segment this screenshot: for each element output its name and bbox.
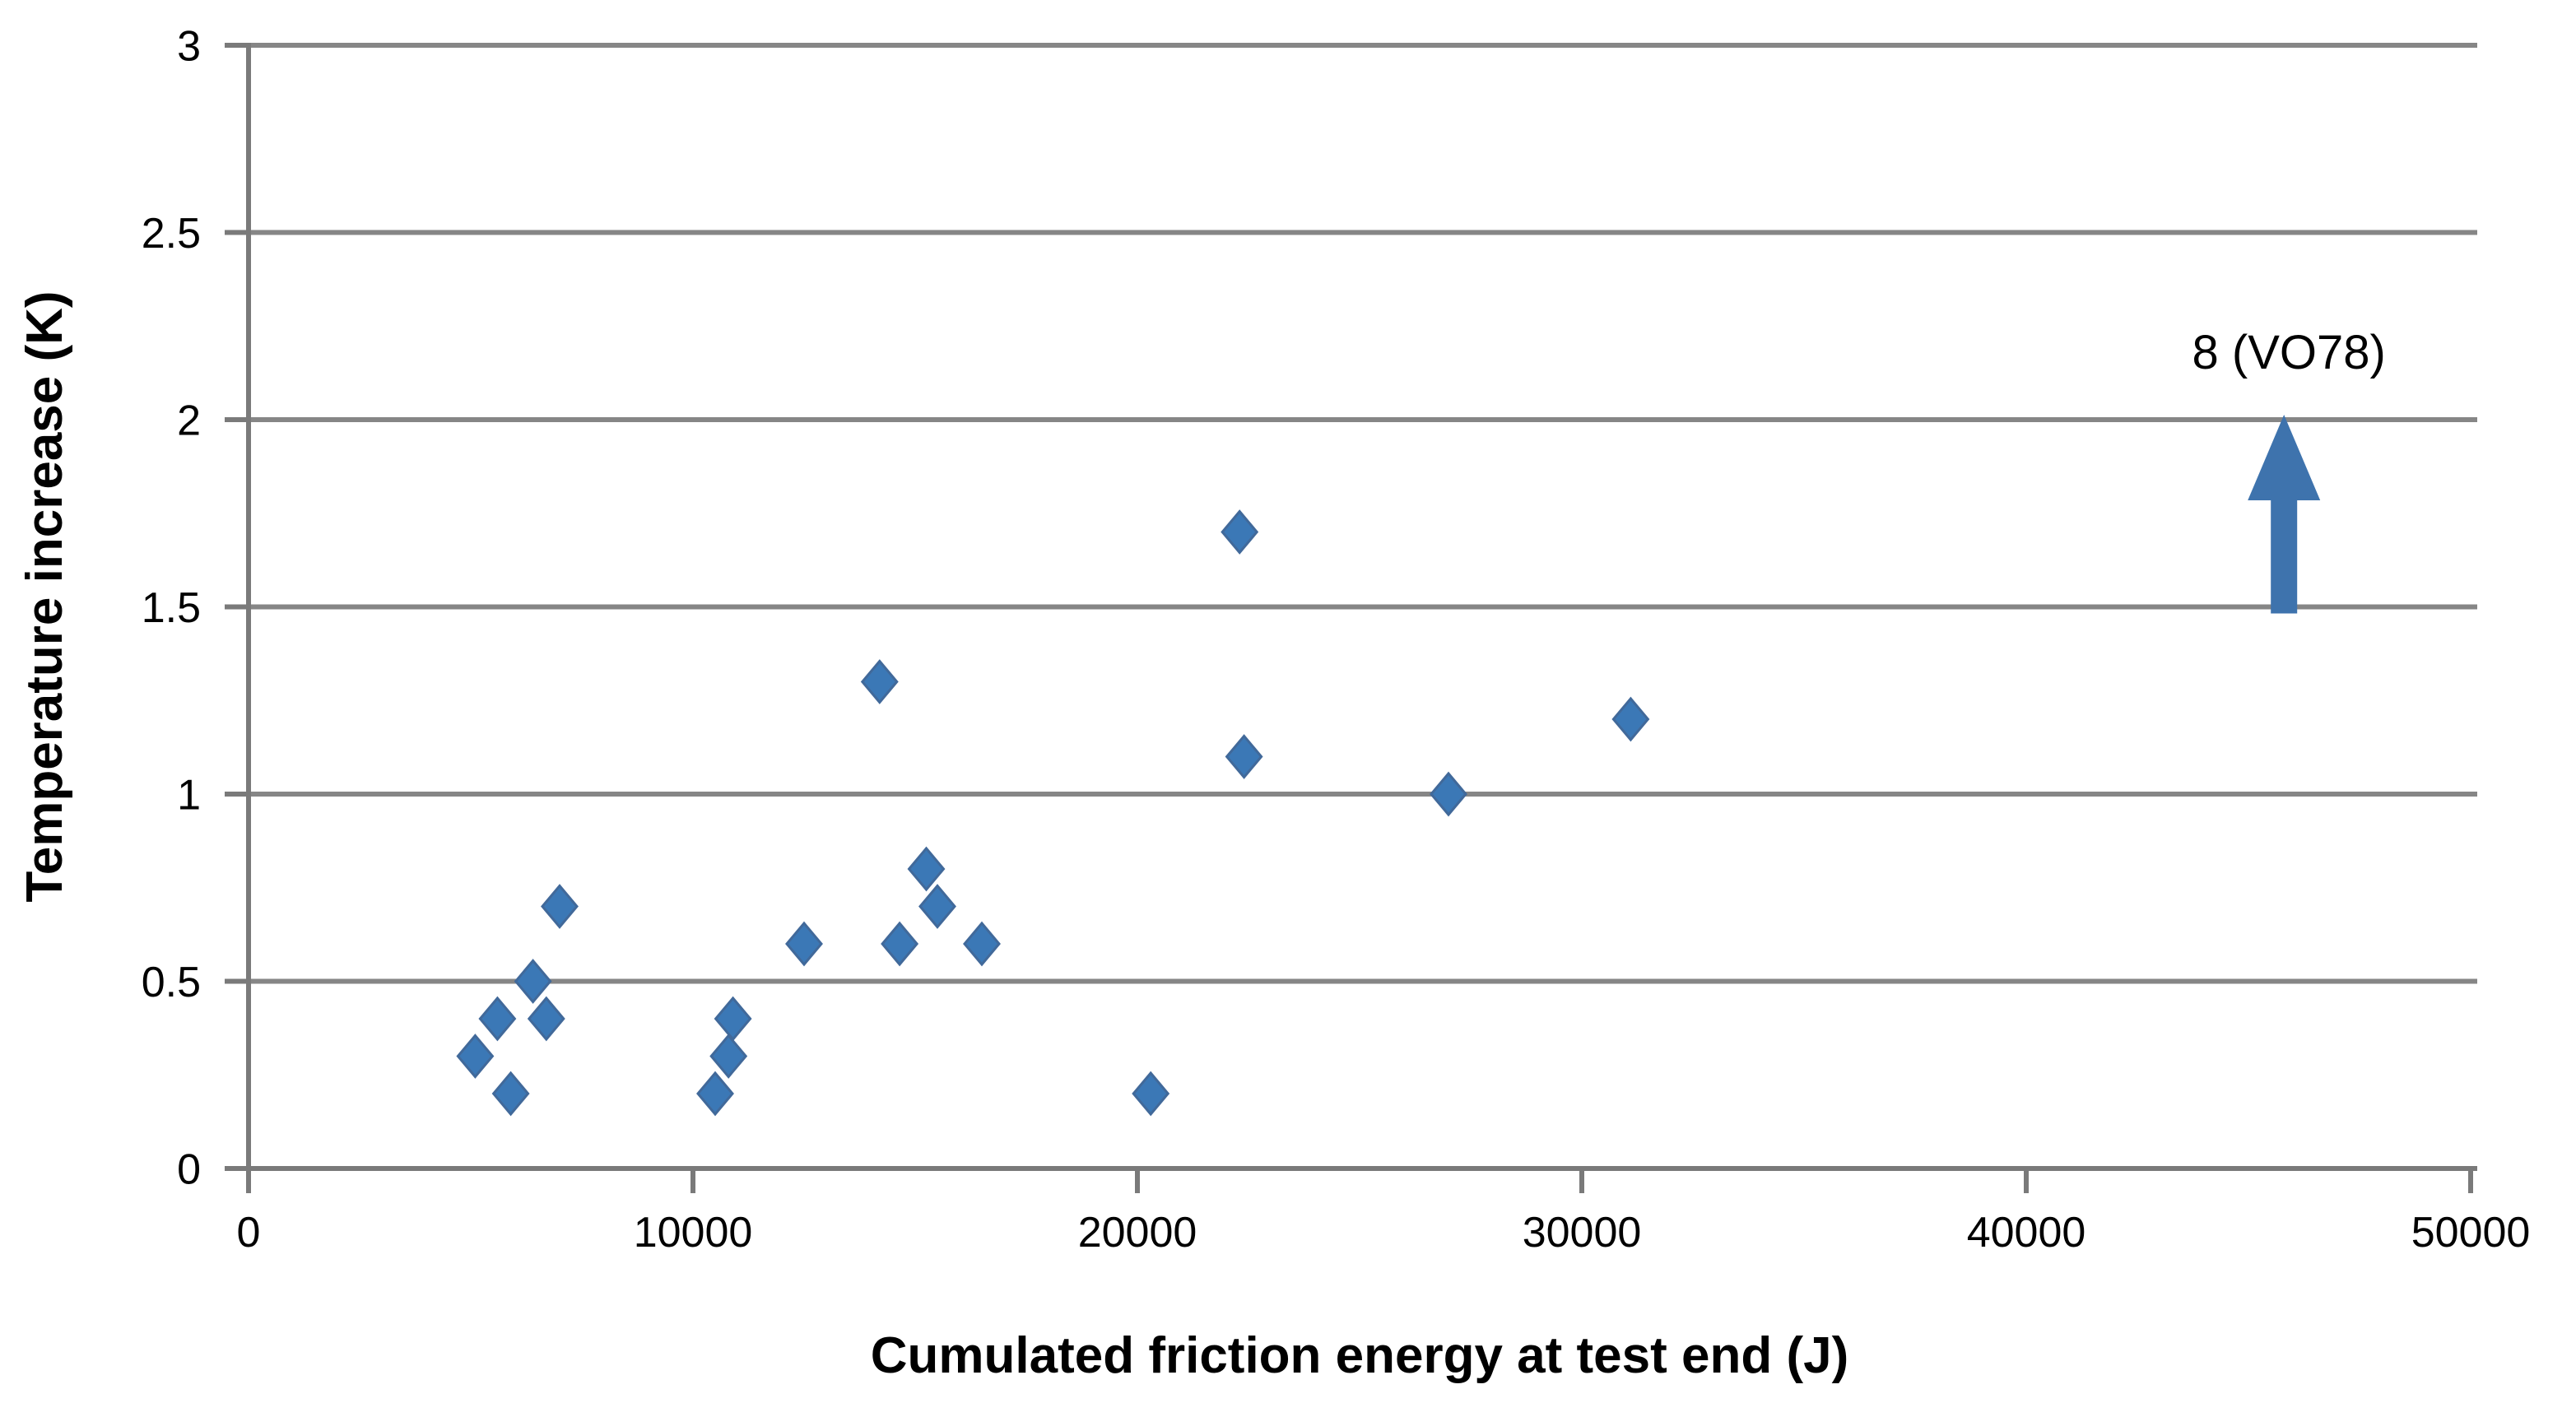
data-point-12: [907, 846, 946, 892]
y-tick-label-0.5: 0.5: [142, 959, 201, 1006]
y-axis-title: Temperature increase (K): [16, 290, 73, 902]
data-point-18: [1430, 771, 1467, 817]
data-point-17: [1225, 734, 1263, 779]
annotation-label: 8 (VO78): [2192, 326, 2386, 379]
data-point-9: [785, 921, 823, 967]
data-point-19: [1611, 696, 1650, 742]
x-tick-label-20000: 20000: [1078, 1209, 1197, 1257]
x-tick-label-40000: 40000: [1967, 1209, 2086, 1257]
tick-labels-layer: 0 0.5 1 1.5 2 2.5 3 0 10000 20000 30000 40000 50000: [142, 23, 2531, 1257]
data-point-7: [709, 1034, 748, 1079]
annotation-layer: 8 (VO78): [2192, 326, 2386, 614]
x-tick-label-0: 0: [237, 1209, 261, 1257]
data-point-1: [478, 996, 517, 1042]
y-tick-label-2.5: 2.5: [142, 210, 201, 258]
data-point-6: [696, 1071, 734, 1117]
y-tick-label-3: 3: [177, 23, 201, 71]
x-tick-label-10000: 10000: [634, 1209, 753, 1257]
gridlines-layer: [249, 43, 2477, 1171]
x-tick-label-30000: 30000: [1523, 1209, 1642, 1257]
data-point-16: [1221, 509, 1259, 555]
data-point-13: [918, 884, 956, 929]
data-point-2: [491, 1071, 530, 1117]
data-point-15: [1132, 1071, 1170, 1117]
offscale-up-arrow: [2248, 415, 2321, 614]
y-tick-label-2: 2: [177, 397, 201, 445]
axes-layer: [225, 43, 2477, 1193]
data-point-0: [456, 1034, 495, 1079]
x-axis-title: Cumulated friction energy at test end (J…: [871, 1327, 1849, 1384]
data-point-3: [514, 959, 552, 1004]
data-point-14: [963, 921, 1001, 967]
y-tick-label-0: 0: [177, 1146, 201, 1194]
data-point-10: [860, 659, 899, 704]
data-point-5: [541, 884, 579, 929]
data-point-11: [881, 921, 919, 967]
y-tick-label-1.5: 1.5: [142, 584, 201, 632]
data-points-layer: [456, 509, 1650, 1117]
x-tick-label-50000: 50000: [2411, 1209, 2531, 1257]
data-point-4: [527, 996, 565, 1042]
data-point-8: [714, 996, 752, 1042]
y-tick-label-1: 1: [177, 772, 201, 820]
